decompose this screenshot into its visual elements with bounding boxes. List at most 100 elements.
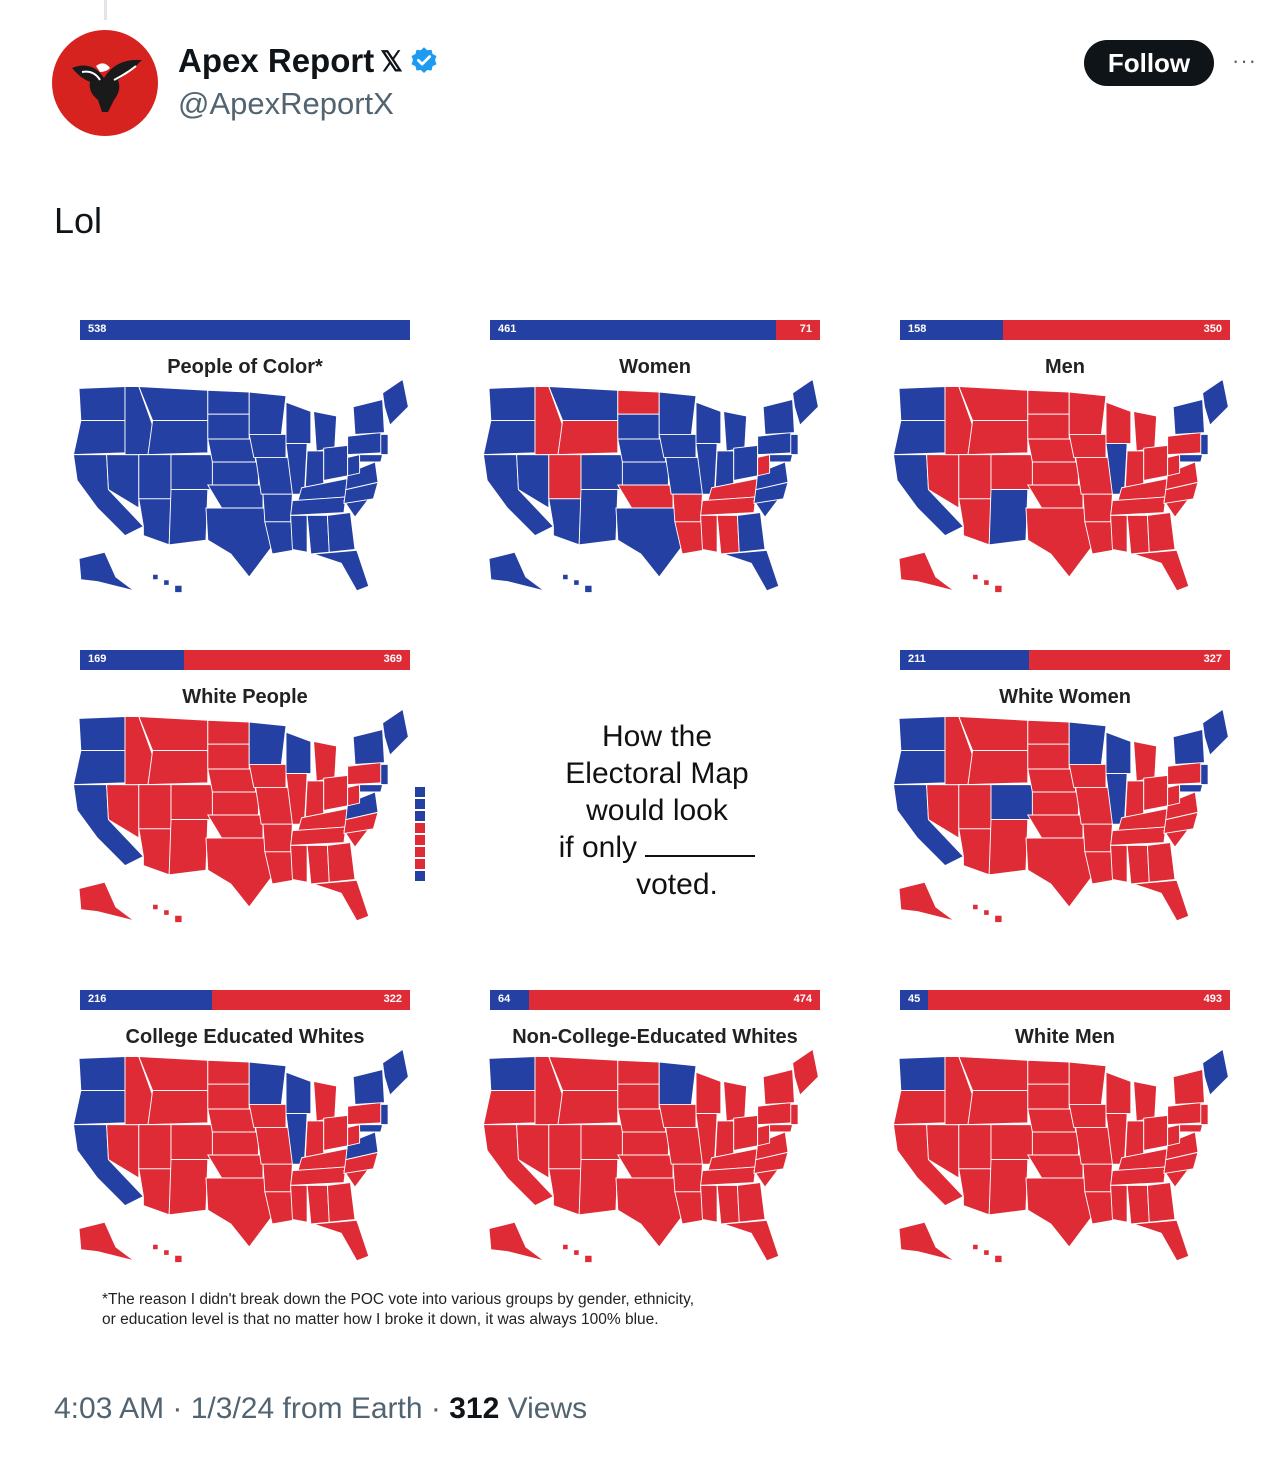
electoral-vote-bar: 169 369	[80, 650, 410, 670]
state-shape	[1026, 484, 1084, 509]
state-shape	[757, 432, 794, 456]
state-shape	[1082, 1163, 1113, 1193]
state-shape	[207, 719, 250, 745]
state-shape	[958, 784, 992, 830]
state-shape	[170, 784, 213, 821]
state-shape	[488, 1056, 536, 1092]
state-shape	[617, 1108, 667, 1133]
state-shape	[617, 389, 660, 415]
state-shape	[211, 461, 259, 486]
state-shape	[359, 454, 384, 463]
state-shape	[248, 433, 287, 458]
avatar[interactable]	[52, 30, 158, 136]
state-shape	[616, 484, 674, 509]
state-shape	[1027, 1059, 1070, 1085]
author-name[interactable]: Apex Report	[178, 42, 375, 79]
state-shape	[769, 454, 794, 463]
footnote-line: or education level is that no matter how…	[102, 1311, 659, 1328]
blue-vote-segment: 64	[490, 990, 530, 1010]
state-shape	[170, 1124, 213, 1161]
state-shape	[290, 1184, 308, 1223]
state-shape	[285, 731, 312, 775]
state-shape	[892, 750, 946, 786]
state-shape	[1143, 444, 1169, 481]
state-shape	[1133, 549, 1190, 592]
state-shape	[1143, 774, 1169, 811]
tweet-time[interactable]: 4:03 AM	[54, 1392, 165, 1425]
state-shape	[988, 489, 1029, 546]
state-shape	[323, 444, 349, 481]
state-shape	[382, 378, 409, 427]
state-shape	[1068, 721, 1107, 765]
state-shape	[617, 438, 667, 463]
state-shape	[168, 1159, 209, 1216]
state-shape	[1027, 719, 1070, 745]
caption-line: voted.	[636, 868, 718, 901]
state-shape	[152, 573, 183, 594]
state-shape	[326, 512, 356, 553]
state-shape	[1172, 1068, 1205, 1105]
state-shape	[1202, 1048, 1229, 1097]
state-shape	[757, 1102, 794, 1126]
state-shape	[1179, 454, 1204, 463]
state-shape	[1167, 1124, 1181, 1147]
state-shape	[898, 551, 955, 592]
state-shape	[1026, 814, 1084, 839]
state-shape	[1110, 844, 1128, 883]
state-shape	[255, 456, 293, 495]
state-shape	[580, 454, 623, 491]
map-title: Non-College-Educated Whites	[512, 1026, 798, 1048]
state-shape	[616, 1154, 674, 1179]
state-shape	[898, 386, 946, 422]
state-shape	[347, 432, 384, 456]
follow-button[interactable]: Follow	[1084, 40, 1214, 86]
state-shape	[621, 461, 669, 486]
caption-line: How the	[601, 720, 713, 753]
state-shape	[323, 1114, 349, 1151]
state-shape	[700, 1166, 757, 1186]
state-shape	[762, 398, 795, 435]
state-shape	[206, 1154, 264, 1179]
state-shape	[695, 401, 722, 445]
state-shape	[306, 514, 330, 555]
footnote: *The reason I didn't break down the POC …	[102, 1290, 902, 1330]
caption-line: would look	[586, 794, 728, 827]
state-shape	[306, 844, 330, 885]
state-shape	[345, 461, 379, 491]
state-shape	[967, 420, 1029, 456]
state-shape	[1068, 433, 1107, 458]
tweet-image[interactable]: 538 People of Color* 461 71 Women 158 350 Men 16…	[52, 300, 1272, 1350]
red-vote-count: 474	[793, 993, 812, 1005]
views-count: 312	[449, 1392, 500, 1425]
state-shape	[990, 454, 1033, 491]
footnote-line: *The reason I didn't break down the POC …	[102, 1291, 695, 1308]
state-shape	[138, 1168, 172, 1216]
state-shape	[382, 708, 409, 757]
state-shape	[769, 1124, 794, 1133]
state-shape	[326, 1182, 356, 1223]
state-shape	[206, 814, 264, 839]
state-shape	[892, 420, 946, 456]
blue-vote-segment: 45	[900, 990, 928, 1010]
more-options-icon[interactable]: ···	[1232, 48, 1257, 73]
author-handle[interactable]: @ApexReportX	[178, 86, 394, 121]
state-shape	[762, 1068, 795, 1105]
state-shape	[382, 1048, 409, 1097]
state-shape	[792, 1048, 819, 1097]
tweet-date[interactable]: 1/3/24	[190, 1392, 275, 1425]
state-shape	[352, 1068, 385, 1105]
caption-line: if only	[537, 829, 777, 866]
caption-if-only: if only	[558, 831, 638, 864]
state-shape	[658, 1061, 697, 1105]
state-shape	[1068, 1103, 1107, 1128]
red-vote-count: 71	[799, 323, 812, 335]
state-shape	[716, 514, 740, 555]
blue-vote-count: 461	[498, 323, 517, 335]
state-shape	[1105, 401, 1132, 445]
state-shape	[380, 433, 389, 456]
state-shape	[723, 1219, 780, 1262]
state-shape	[736, 512, 766, 553]
state-shape	[147, 750, 209, 786]
state-shape	[898, 716, 946, 752]
state-shape	[78, 386, 126, 422]
